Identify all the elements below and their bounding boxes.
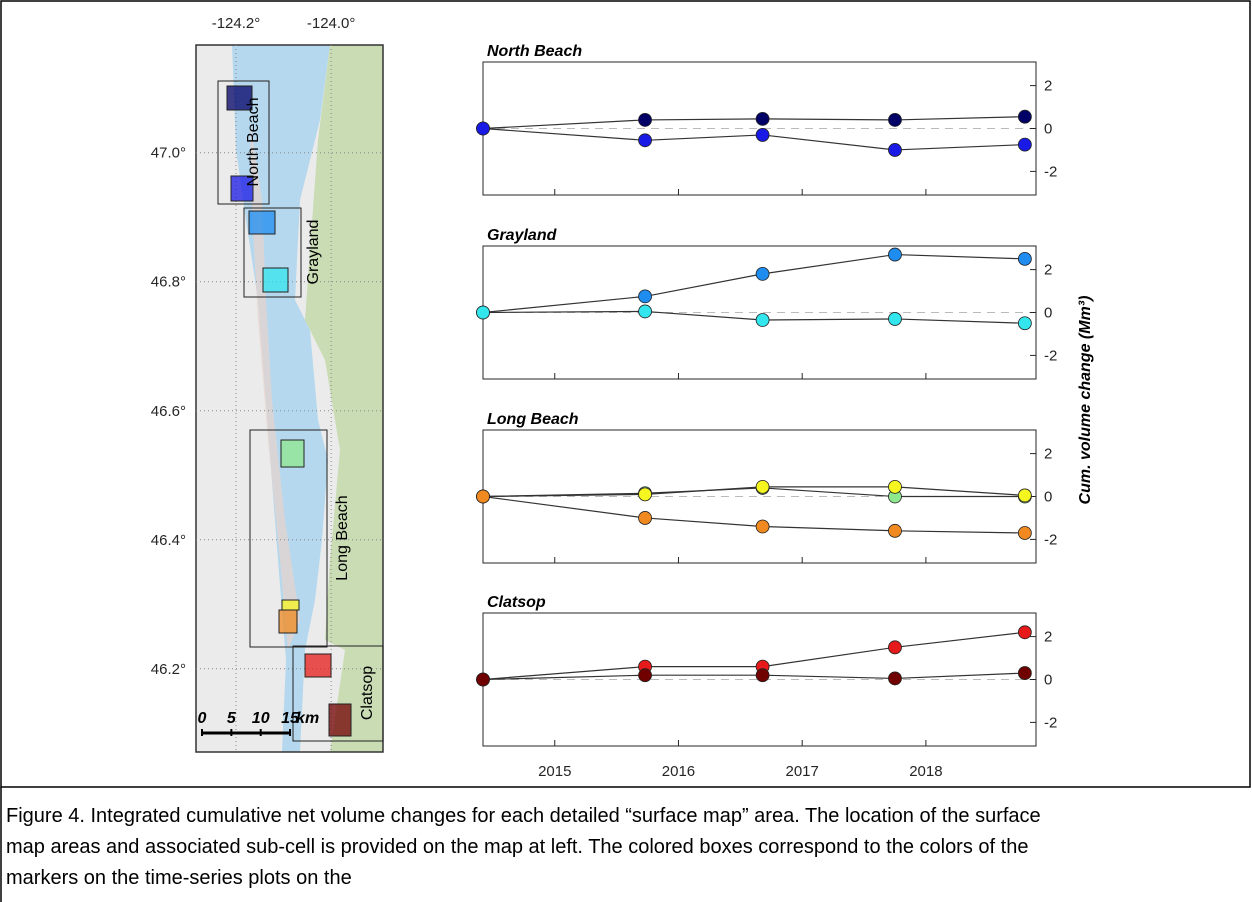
data-point xyxy=(477,673,490,686)
data-point xyxy=(1018,626,1031,639)
plot-area xyxy=(483,62,1036,195)
y-axis-label: Cum. volume change (Mm³) xyxy=(1077,296,1094,505)
data-point xyxy=(639,113,652,126)
map-x-tick-label: -124.0° xyxy=(307,15,356,32)
caption: Figure 4. Integrated cumulative net volu… xyxy=(6,801,1066,894)
y-tick-label: -2 xyxy=(1044,163,1057,180)
sub-cell-box xyxy=(279,610,297,633)
data-point xyxy=(1018,138,1031,151)
y-tick-label: 0 xyxy=(1044,121,1052,138)
x-tick-label: 2018 xyxy=(909,763,942,780)
map-y-tick-label: 46.2° xyxy=(151,661,186,678)
sub-cell-box xyxy=(329,704,351,736)
chart-title: Grayland xyxy=(487,227,558,244)
data-point xyxy=(888,143,901,156)
data-point xyxy=(888,312,901,325)
scale-label: 10 xyxy=(252,710,270,727)
map-x-tick-label: -124.2° xyxy=(212,15,261,32)
page: {"map": { "xlim": [-124.284, -123.891], … xyxy=(0,0,1252,902)
sub-cell-box xyxy=(249,211,275,234)
chart-title: Clatsop xyxy=(487,594,546,611)
y-tick-label: -2 xyxy=(1044,347,1057,364)
data-point xyxy=(888,113,901,126)
x-tick-label: 2016 xyxy=(662,763,695,780)
data-point xyxy=(477,122,490,135)
data-point xyxy=(756,128,769,141)
data-point xyxy=(639,305,652,318)
data-point xyxy=(756,669,769,682)
y-tick-label: 0 xyxy=(1044,489,1052,506)
map-y-tick-label: 47.0° xyxy=(151,145,186,162)
y-tick-label: 0 xyxy=(1044,305,1052,322)
sub-cell-box xyxy=(263,268,288,292)
data-point xyxy=(639,511,652,524)
data-point xyxy=(477,306,490,319)
data-point xyxy=(888,641,901,654)
data-point xyxy=(1018,526,1031,539)
region-label: Grayland xyxy=(305,220,322,285)
data-point xyxy=(888,672,901,685)
map-y-tick-label: 46.4° xyxy=(151,532,186,549)
y-tick-label: 2 xyxy=(1044,629,1052,646)
x-tick-label: 2017 xyxy=(785,763,818,780)
y-tick-label: 2 xyxy=(1044,78,1052,95)
data-point xyxy=(1018,317,1031,330)
data-point xyxy=(639,488,652,501)
y-tick-label: 2 xyxy=(1044,262,1052,279)
chart-title: Long Beach xyxy=(487,411,579,428)
data-point xyxy=(756,480,769,493)
scale-label: 0 xyxy=(198,710,207,727)
data-point xyxy=(639,134,652,147)
data-point xyxy=(1018,667,1031,680)
region-label: North Beach xyxy=(245,98,262,187)
sub-cell-box xyxy=(281,440,304,467)
chart-title: North Beach xyxy=(487,43,582,60)
sub-cell-box xyxy=(282,600,299,610)
y-tick-label: -2 xyxy=(1044,714,1057,731)
data-point xyxy=(888,524,901,537)
data-point xyxy=(756,520,769,533)
region-label: Long Beach xyxy=(334,495,351,580)
y-tick-label: -2 xyxy=(1044,531,1057,548)
data-point xyxy=(1018,252,1031,265)
region-label: Clatsop xyxy=(359,666,376,720)
scale-unit: km xyxy=(296,710,319,727)
data-point xyxy=(639,290,652,303)
data-point xyxy=(1018,489,1031,502)
data-point xyxy=(888,248,901,261)
data-point xyxy=(888,480,901,493)
data-point xyxy=(477,490,490,503)
data-point xyxy=(756,112,769,125)
data-point xyxy=(756,267,769,280)
sub-cell-box xyxy=(305,654,331,677)
y-tick-label: 2 xyxy=(1044,446,1052,463)
data-point xyxy=(639,669,652,682)
scale-label: 5 xyxy=(227,710,237,727)
map-y-tick-label: 46.6° xyxy=(151,403,186,420)
data-point xyxy=(756,314,769,327)
x-tick-label: 2015 xyxy=(538,763,571,780)
y-tick-label: 0 xyxy=(1044,672,1052,689)
map-y-tick-label: 46.8° xyxy=(151,274,186,291)
figure: Cum. volume change (Mm³) -124.2° -124.0° 4… xyxy=(0,0,1252,902)
data-point xyxy=(1018,110,1031,123)
